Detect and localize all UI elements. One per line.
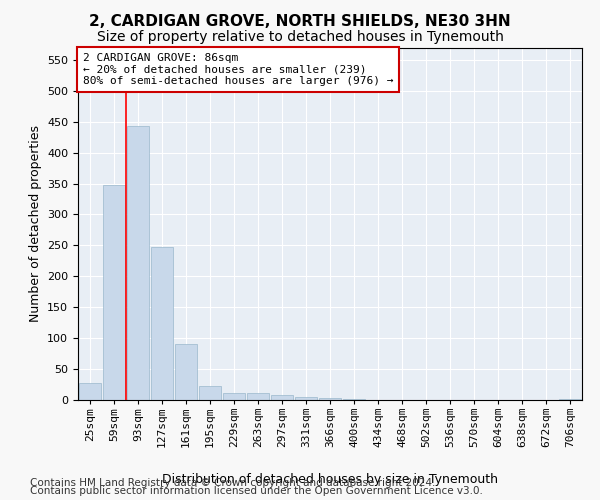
Bar: [175, 344, 197, 400]
Bar: [271, 395, 293, 400]
Bar: [199, 386, 221, 400]
Bar: [127, 126, 149, 400]
Text: Contains HM Land Registry data © Crown copyright and database right 2024.: Contains HM Land Registry data © Crown c…: [30, 478, 436, 488]
Text: Size of property relative to detached houses in Tynemouth: Size of property relative to detached ho…: [97, 30, 503, 44]
Bar: [79, 382, 101, 400]
Text: 2 CARDIGAN GROVE: 86sqm
← 20% of detached houses are smaller (239)
80% of semi-d: 2 CARDIGAN GROVE: 86sqm ← 20% of detache…: [83, 53, 394, 86]
Bar: [247, 393, 269, 400]
Bar: [151, 248, 173, 400]
Bar: [223, 392, 245, 400]
Bar: [559, 399, 581, 400]
Bar: [319, 398, 341, 400]
Text: 2, CARDIGAN GROVE, NORTH SHIELDS, NE30 3HN: 2, CARDIGAN GROVE, NORTH SHIELDS, NE30 3…: [89, 14, 511, 29]
Bar: [103, 185, 125, 400]
Y-axis label: Number of detached properties: Number of detached properties: [29, 125, 41, 322]
Bar: [343, 399, 365, 400]
Bar: [295, 397, 317, 400]
Text: Distribution of detached houses by size in Tynemouth: Distribution of detached houses by size …: [162, 472, 498, 486]
Text: Contains public sector information licensed under the Open Government Licence v3: Contains public sector information licen…: [30, 486, 483, 496]
